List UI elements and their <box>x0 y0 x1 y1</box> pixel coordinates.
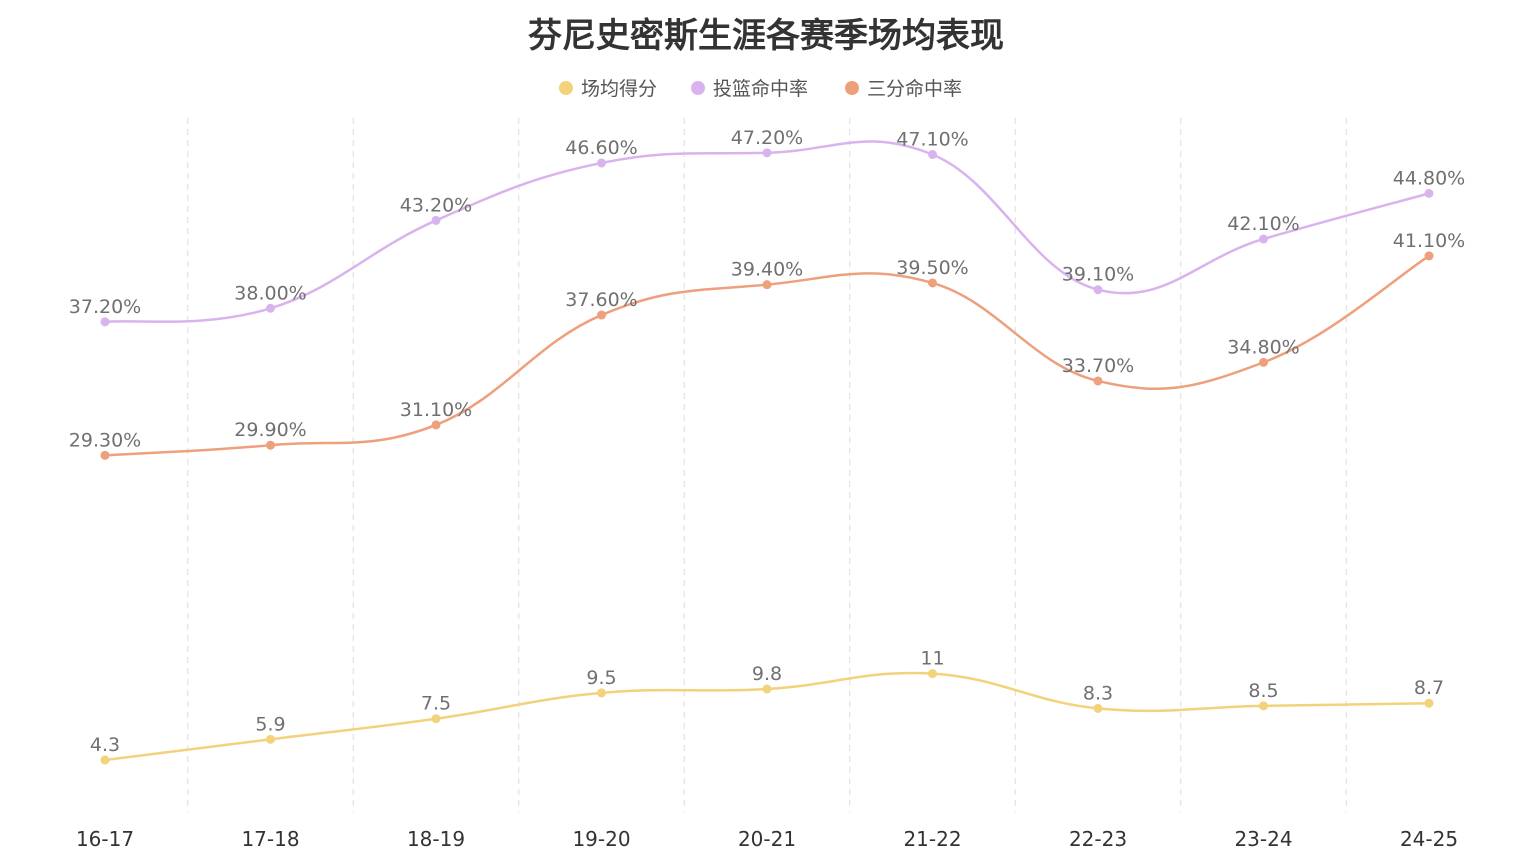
data-point[interactable] <box>762 280 772 290</box>
data-label: 5.9 <box>255 713 285 735</box>
data-label: 47.20% <box>731 127 803 149</box>
data-point[interactable] <box>266 303 275 313</box>
legend-label: 投篮命中率 <box>713 78 808 100</box>
legend-item[interactable]: 投篮命中率 <box>691 78 808 100</box>
data-point[interactable] <box>100 755 110 765</box>
data-label: 46.60% <box>565 137 637 159</box>
x-tick-label: 20-21 <box>738 827 796 851</box>
legend-marker <box>559 81 573 95</box>
legend-item[interactable]: 三分命中率 <box>845 78 962 100</box>
legend-item[interactable]: 场均得分 <box>559 78 657 100</box>
x-tick-label: 16-17 <box>76 827 134 851</box>
legend-label: 三分命中率 <box>867 78 962 100</box>
data-point[interactable] <box>266 440 275 450</box>
data-point[interactable] <box>1259 234 1268 244</box>
data-point[interactable] <box>762 684 772 694</box>
data-point[interactable] <box>431 215 441 225</box>
x-tick-label: 21-22 <box>903 827 961 851</box>
legend-marker <box>691 81 705 95</box>
data-point[interactable] <box>928 150 937 160</box>
x-tick-label: 19-20 <box>572 827 630 851</box>
x-tick-label: 24-25 <box>1400 827 1458 851</box>
data-label: 47.10% <box>896 129 968 151</box>
data-label: 39.50% <box>896 257 968 279</box>
data-label: 41.10% <box>1393 230 1465 252</box>
data-label: 34.80% <box>1227 336 1299 358</box>
data-point[interactable] <box>1093 376 1103 386</box>
x-tick-label: 23-24 <box>1234 827 1292 851</box>
data-point[interactable] <box>928 278 937 288</box>
data-point[interactable] <box>597 158 606 168</box>
data-point[interactable] <box>597 310 606 320</box>
x-tick-label: 18-19 <box>407 827 465 851</box>
data-label: 42.10% <box>1227 213 1299 235</box>
series-line <box>104 140 1430 324</box>
x-tick-label: 22-23 <box>1069 827 1127 851</box>
data-label: 44.80% <box>1393 167 1465 189</box>
data-label: 39.40% <box>731 259 803 281</box>
legend-marker <box>845 81 859 95</box>
data-label: 8.7 <box>1414 677 1444 699</box>
data-label: 4.3 <box>90 734 120 756</box>
data-labels: 4.3 5.9 7.5 9.5 9.8 11 8.3 8.5 8.7 37.20% 38.00% 43… <box>69 127 1465 756</box>
data-label: 39.10% <box>1062 264 1134 286</box>
data-point[interactable] <box>1093 703 1103 713</box>
data-point[interactable] <box>431 714 441 724</box>
data-point[interactable] <box>1424 251 1434 261</box>
data-label: 11 <box>920 648 944 670</box>
x-axis-ticks: 16-17 17-18 18-19 19-20 20-21 21-22 22-23 23-24… <box>76 827 1458 851</box>
data-point[interactable] <box>1424 698 1434 708</box>
data-label: 37.60% <box>565 289 637 311</box>
legend: 场均得分 投篮命中率 三分命中率 <box>559 78 962 100</box>
data-point[interactable] <box>100 450 110 460</box>
data-label: 8.5 <box>1248 680 1278 702</box>
grid <box>187 118 1347 812</box>
data-label: 31.10% <box>400 399 472 421</box>
data-point[interactable] <box>597 688 606 698</box>
data-point[interactable] <box>1093 285 1103 295</box>
data-label: 7.5 <box>421 693 451 715</box>
data-point[interactable] <box>100 317 110 327</box>
x-tick-label: 17-18 <box>241 827 299 851</box>
data-point[interactable] <box>266 734 275 744</box>
data-label: 9.5 <box>586 667 616 689</box>
data-label: 29.90% <box>234 419 306 441</box>
data-label: 43.20% <box>400 194 472 216</box>
data-point[interactable] <box>1259 357 1268 367</box>
data-label: 8.3 <box>1083 682 1113 704</box>
data-label: 9.8 <box>752 663 782 685</box>
data-point[interactable] <box>762 148 772 158</box>
data-label: 29.30% <box>69 429 141 451</box>
data-point[interactable] <box>1259 701 1268 711</box>
data-point[interactable] <box>928 669 937 679</box>
data-label: 38.00% <box>234 282 306 304</box>
legend-label: 场均得分 <box>581 78 657 100</box>
series-points <box>100 148 1434 765</box>
data-label: 33.70% <box>1062 355 1134 377</box>
data-point[interactable] <box>431 420 441 430</box>
data-label: 37.20% <box>69 296 141 318</box>
data-point[interactable] <box>1424 188 1434 198</box>
chart-title: 芬尼史密斯生涯各赛季场均表现 <box>528 16 1004 56</box>
